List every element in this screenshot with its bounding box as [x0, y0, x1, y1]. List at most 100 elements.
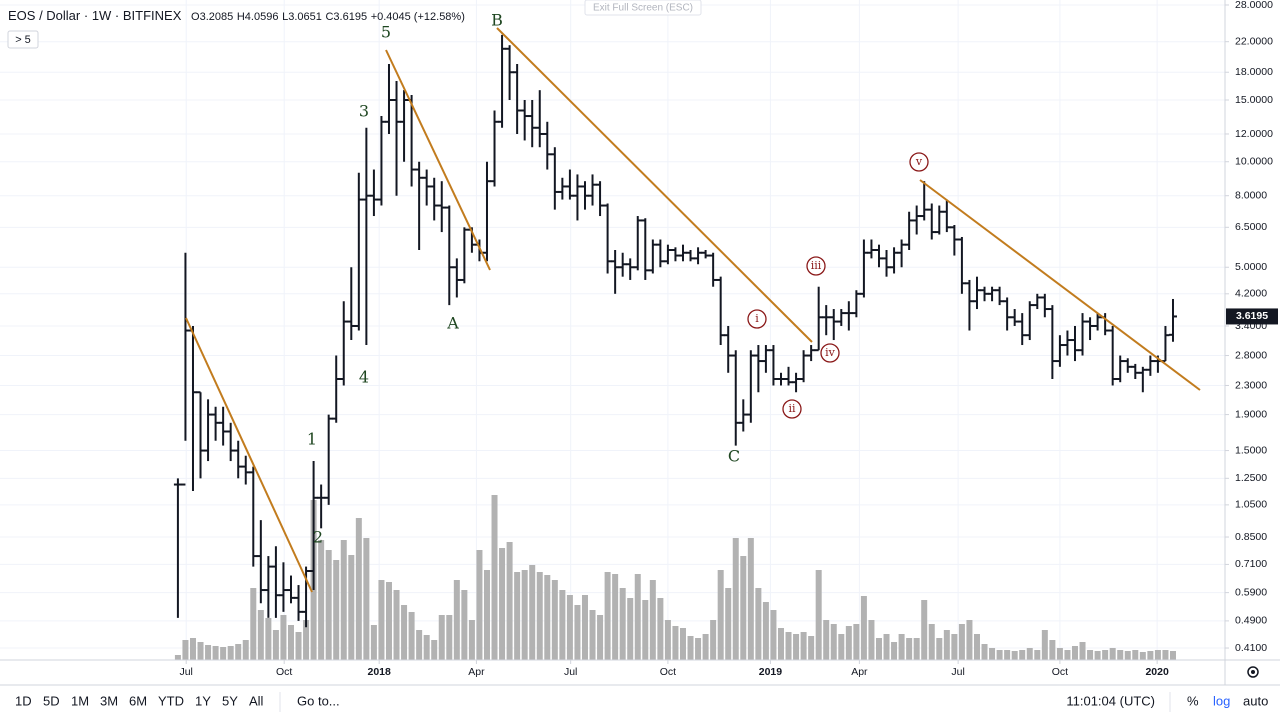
volume-bar [1162, 650, 1169, 660]
volume-bar [235, 644, 242, 660]
volume-bar [1034, 650, 1041, 660]
volume-bar [1026, 648, 1033, 660]
volume-bar [514, 572, 521, 660]
volume-bar [755, 588, 762, 660]
volume-bar [996, 650, 1003, 660]
range-button[interactable]: 5D [43, 693, 60, 708]
volume-bar [476, 550, 483, 660]
volume-bar [1124, 651, 1131, 660]
volume-bar [1064, 650, 1071, 660]
volume-bar [265, 618, 272, 660]
range-button[interactable]: 3M [100, 693, 118, 708]
goto-button[interactable]: Go to... [297, 693, 340, 708]
volume-bar [446, 615, 453, 660]
volume-bar [393, 590, 400, 660]
volume-bar [672, 626, 679, 660]
volume-bar [785, 632, 792, 660]
range-button[interactable]: 1D [15, 693, 32, 708]
indicator-toggle[interactable] [7, 30, 39, 49]
x-tick-label: Apr [468, 666, 485, 678]
volume-bar [936, 638, 943, 660]
volume-bar [762, 602, 769, 660]
y-tick-label: 28.0000 [1235, 0, 1273, 11]
x-tick-label: 2020 [1145, 666, 1169, 678]
volume-bar [453, 580, 460, 660]
volume-bar [1071, 646, 1078, 660]
trend-line [385, 49, 491, 271]
y-tick-label: 0.8500 [1235, 531, 1267, 543]
volume-bar [1011, 651, 1018, 660]
volume-bar [747, 538, 754, 660]
volume-bar [1056, 648, 1063, 660]
volume-bar [793, 634, 800, 660]
range-button[interactable]: YTD [158, 693, 184, 708]
volume-bar [182, 640, 189, 660]
volume-bar [838, 634, 845, 660]
y-tick-label: 0.5900 [1235, 586, 1267, 598]
y-tick-label: 18.0000 [1235, 66, 1273, 78]
percent-button[interactable]: % [1187, 693, 1199, 708]
range-button[interactable]: 1Y [195, 693, 211, 708]
volume-bar [695, 638, 702, 660]
volume-bar [612, 574, 619, 660]
y-tick-label: 6.5000 [1235, 221, 1267, 233]
interval: · 1W · [84, 8, 119, 23]
range-button[interactable]: All [249, 693, 264, 708]
settings-icon[interactable] [1247, 666, 1259, 678]
volume-bar [604, 572, 611, 660]
log-button[interactable]: log [1213, 693, 1230, 708]
exit-fullscreen-label[interactable]: Exit Full Screen (ESC) [593, 3, 693, 14]
volume-bar [385, 582, 392, 660]
volume-bar [1169, 651, 1176, 660]
wave-label: A [446, 314, 459, 333]
volume-bar [536, 572, 543, 660]
auto-button[interactable]: auto [1243, 693, 1268, 708]
volume-bar [227, 646, 234, 660]
axes: 0.4100 0.4900 0.5900 0.7100 0.8500 1.0500 1.25… [179, 0, 1278, 678]
wave-label: 3 [359, 102, 369, 121]
indicator-toggle-label[interactable]: > 5 [15, 34, 31, 46]
volume-bar [242, 640, 249, 660]
volume-bar [318, 540, 325, 660]
volume-bar [574, 605, 581, 660]
volume-bar [483, 570, 490, 660]
volume-bar [340, 540, 347, 660]
volume-bar [589, 610, 596, 660]
volume-bar [928, 624, 935, 660]
volume-bar [679, 628, 686, 660]
volume-bar [529, 565, 536, 660]
volume-bar [506, 542, 513, 660]
y-tick-label: 10.0000 [1235, 156, 1273, 168]
range-button[interactable]: 1M [71, 693, 89, 708]
volume-bar [958, 624, 965, 660]
volume-bar [1087, 650, 1094, 660]
wave-circle [909, 152, 929, 172]
volume-bar [710, 620, 717, 660]
volume-bar [808, 636, 815, 660]
exit-fullscreen[interactable] [584, 0, 702, 16]
volume-bar [408, 612, 415, 660]
volume-bar [370, 625, 377, 660]
volume-bar [581, 595, 588, 660]
volume-bar [544, 575, 551, 660]
volume-bar [423, 635, 430, 660]
volume-bar [499, 548, 506, 660]
volume-bar [664, 620, 671, 660]
y-tick-label: 0.4100 [1235, 642, 1267, 654]
volume-bar [891, 642, 898, 660]
x-tick-label: Jul [179, 666, 192, 678]
x-tick-label: Jul [951, 666, 964, 678]
volume-bar [777, 628, 784, 660]
volume-bar [257, 610, 264, 660]
wave-label: B [491, 11, 503, 30]
range-button[interactable]: 5Y [222, 693, 238, 708]
volume-bar [702, 634, 709, 660]
y-tick-label: 4.2000 [1235, 288, 1267, 300]
volume-bar [981, 644, 988, 660]
y-tick-label: 22.0000 [1235, 35, 1273, 47]
wave-label: 5 [381, 23, 391, 42]
volume-bar [205, 645, 212, 660]
volume-bar [943, 630, 950, 660]
range-button[interactable]: 6M [129, 693, 147, 708]
